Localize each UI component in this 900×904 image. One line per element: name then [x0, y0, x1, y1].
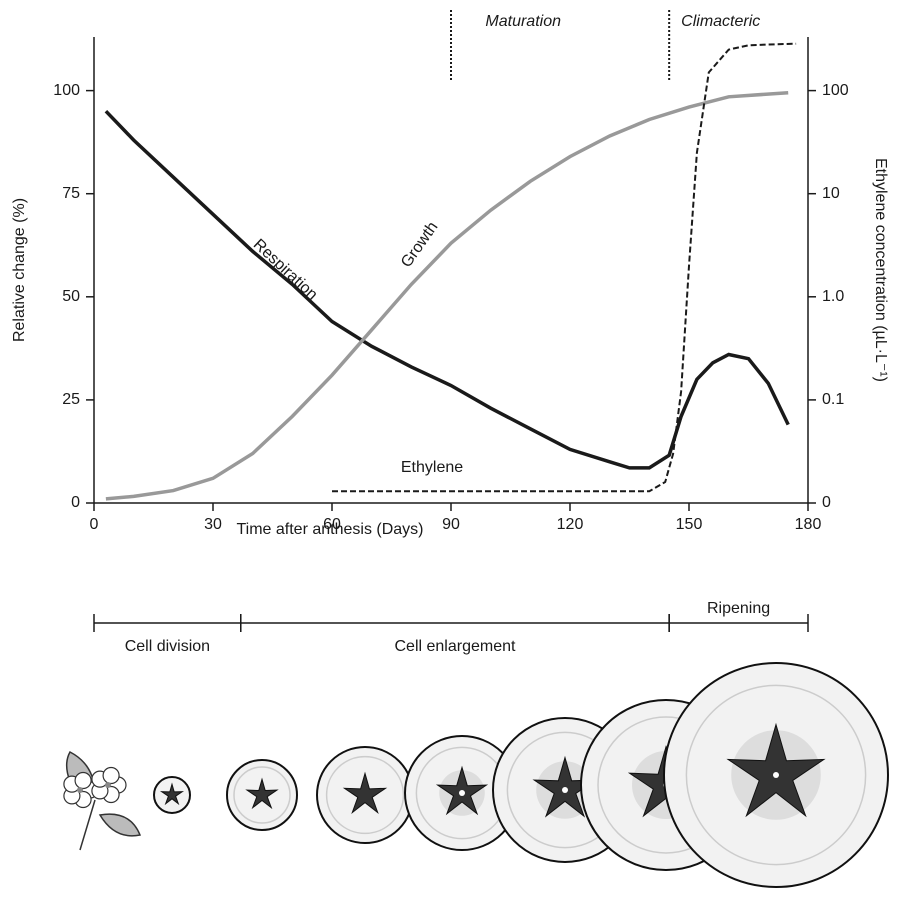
series-line [332, 42, 797, 493]
y2-tick-label: 100 [822, 82, 849, 99]
fruit-illustration [153, 776, 191, 814]
x-tick-label: 60 [323, 516, 341, 533]
series-label: Respiration [250, 236, 321, 304]
x-tick-label: 180 [795, 516, 822, 533]
phase-label: Ripening [707, 600, 770, 617]
phase-label: Cell enlargement [394, 638, 516, 655]
y-tick-label: 0 [71, 494, 80, 511]
petal [102, 766, 120, 785]
x-tick-label: 150 [676, 516, 703, 533]
stage-label: Climacteric [681, 13, 760, 30]
fruit-star [726, 722, 826, 818]
fruit-ring [325, 755, 405, 835]
x-tick-label: 120 [557, 516, 584, 533]
y2-tick-label: 0 [822, 494, 831, 511]
fruit-illustration [316, 746, 414, 844]
fruit-seed [562, 787, 568, 793]
fruit-illustration [226, 759, 298, 831]
x-tick-label: 0 [90, 516, 99, 533]
y-axis-label: Relative change (%) [11, 198, 28, 342]
x-tick-label: 90 [442, 516, 460, 533]
y-tick-label: 75 [62, 185, 80, 202]
y2-tick-label: 1.0 [822, 288, 844, 305]
fruit-ring [685, 684, 867, 866]
y-tick-label: 100 [53, 82, 80, 99]
phase-label: Cell division [125, 638, 210, 655]
flower-center [77, 787, 83, 793]
fruit-star [342, 771, 388, 814]
flower-center [105, 782, 111, 788]
series-label: Growth [398, 219, 442, 271]
series-line [105, 90, 789, 501]
fruit-star [159, 782, 185, 806]
flower-illustration [63, 750, 142, 851]
x-tick-label: 30 [204, 516, 222, 533]
fruit-illustration [404, 735, 520, 851]
series-line [104, 109, 790, 470]
y-tick-label: 50 [62, 288, 80, 305]
series-label: Ethylene [401, 459, 463, 476]
y2-tick-label: 0.1 [822, 391, 844, 408]
y2-axis-label: Ethylene concentration (µL·L⁻¹) [872, 158, 889, 382]
petal [74, 771, 92, 790]
fruit-seed [773, 772, 779, 778]
fruit-seed [459, 790, 465, 796]
y-tick-label: 25 [62, 391, 80, 408]
x-axis-label: Time after anthesis (Days) [236, 521, 423, 538]
fruit-star [245, 777, 279, 810]
stage-label: Maturation [485, 13, 561, 30]
fruit-illustration [663, 662, 889, 888]
fruit-ring [233, 766, 291, 824]
y2-tick-label: 10 [822, 185, 840, 202]
